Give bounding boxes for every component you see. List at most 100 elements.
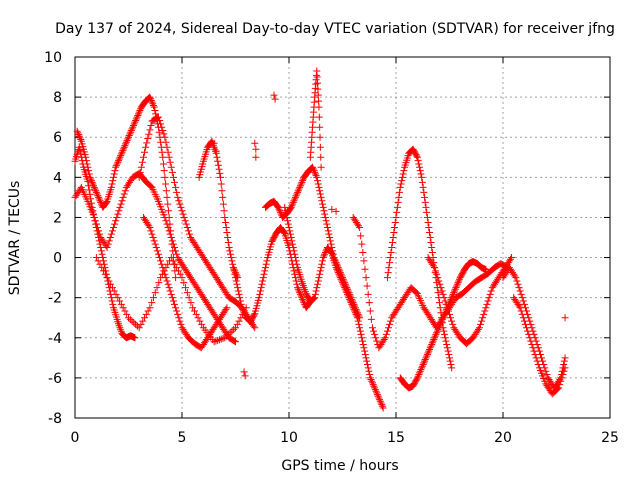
data-point-arc13-13-4 <box>442 337 450 345</box>
data-point-arc4-13-2 <box>235 317 243 325</box>
data-point-arc8-6-3 <box>257 284 265 292</box>
data-point-arc11-4-1 <box>315 113 323 121</box>
data-point-arc3-14-1 <box>134 111 142 119</box>
x-tick-label: 20 <box>494 430 512 446</box>
data-point-arc11-3-2 <box>314 79 322 87</box>
axis-ticks: 0 5 10 15 20 25 -8 -6 -4 -2 0 2 4 6 8 10 <box>44 50 619 446</box>
data-point-arc10-6-4 <box>309 295 317 303</box>
data-point-arc2-6 <box>97 244 105 252</box>
data-point-arc10-14-1 <box>341 285 349 293</box>
data-point-arc3-14-4 <box>136 106 144 114</box>
data-point-arc5-0-2 <box>137 163 145 171</box>
data-point-arc17-7-2 <box>557 377 565 385</box>
data-point-arc10-15-5 <box>348 302 356 310</box>
data-point-arc5-5-5 <box>173 188 181 196</box>
data-point-arc8-2-1 <box>239 305 247 313</box>
data-point-arc10-18-3 <box>360 344 368 352</box>
data-point-arc3-2-1 <box>82 157 90 165</box>
data-point-arc10-17-1 <box>354 317 362 325</box>
data-point-arc16-3-1 <box>519 297 527 305</box>
data-point-arc13-2-5 <box>396 188 404 196</box>
data-point-arc10-10-5 <box>327 249 335 257</box>
data-point-arc11-3 <box>313 67 321 75</box>
data-point-arc6-4-1 <box>166 287 174 295</box>
data-point-arc4-5-2 <box>149 294 157 302</box>
data-point-arc3-12-1 <box>125 132 133 140</box>
data-point-arc9-13 <box>317 193 325 201</box>
data-point-arc14-9-4 <box>438 317 446 325</box>
data-point-arc9-8-1 <box>296 182 304 190</box>
data-point-arc17-1-2 <box>518 310 526 318</box>
data-point-arc13-8-5 <box>421 198 429 206</box>
data-point-arc2-5-4 <box>95 237 103 245</box>
data-point-arc10-14-5 <box>344 292 352 300</box>
data-points <box>71 67 569 412</box>
data-point-arc5-17-5 <box>250 322 258 330</box>
data-point-arc2-6-2 <box>98 250 106 258</box>
data-point-arc12-5 <box>381 334 389 342</box>
data-point-arc8-1-1 <box>234 287 242 295</box>
data-point-arc2-3-4 <box>87 195 95 203</box>
data-point-arc15-3-5 <box>449 320 457 328</box>
data-point-arc3-13-1 <box>129 122 137 130</box>
data-point-arc14-12-4 <box>450 287 458 295</box>
data-point-arc3-17-1 <box>147 95 155 103</box>
data-point-arc4-7-5 <box>176 270 184 278</box>
data-point-arc8-11-5 <box>280 228 288 236</box>
data-point-arc4-5 <box>146 304 154 312</box>
data-point-arc7-4-5 <box>216 169 224 177</box>
data-point-arc7-7-2 <box>227 250 235 258</box>
data-point-arc4-11-2 <box>214 336 222 344</box>
data-point-arc12-3-2 <box>371 330 379 338</box>
data-point-arc10-19-3 <box>364 364 372 372</box>
data-point-arc14-13-5 <box>455 275 463 283</box>
data-point-arc14-10-1 <box>440 312 448 320</box>
data-point-arc17-7 <box>555 384 563 392</box>
data-point-arc10-6-5 <box>310 294 318 302</box>
data-point-arc15-1-4 <box>435 277 443 285</box>
data-point-arc14-6 <box>422 354 430 362</box>
data-point-arc4-1-4 <box>110 287 118 295</box>
data-point-arc10-1-1 <box>286 227 294 235</box>
data-point-arc10-16 <box>349 304 357 312</box>
data-point-arc2-1-1 <box>76 147 84 155</box>
data-point-arc10-20 <box>366 374 374 382</box>
data-point-arc12-0-5 <box>355 222 363 230</box>
data-point-arc5-4-5 <box>166 158 174 166</box>
data-point-arc9-15 <box>326 234 334 241</box>
data-point-arc13-9-4 <box>425 223 433 231</box>
data-point-arc15-9-1 <box>483 300 491 308</box>
data-point-arc10-16-1 <box>350 305 358 313</box>
data-point-arc12-2 <box>362 274 370 282</box>
data-point-arc5-4-1 <box>162 138 170 146</box>
data-point-arc4-9-3 <box>194 314 202 322</box>
data-point-isolated-1 <box>271 95 279 103</box>
y-tick-label: -8 <box>48 411 62 427</box>
data-point-arc9-3-3 <box>276 208 284 216</box>
data-point-arc14-5-5 <box>421 356 429 364</box>
data-point-arc3-21-2 <box>164 207 172 215</box>
data-point-arc9-7-2 <box>293 190 301 198</box>
data-point-arc5-5-4 <box>172 183 180 191</box>
data-point-arc11-4-2 <box>316 123 324 131</box>
data-point-arc6-5-4 <box>176 317 184 325</box>
data-point-arc13-13-3 <box>441 334 449 342</box>
data-point-arc16-10 <box>561 354 569 362</box>
data-point-arc13-0-3 <box>386 259 394 267</box>
data-point-arc4-4 <box>135 324 143 332</box>
data-point-arc7-5 <box>217 173 225 181</box>
x-tick-label: 0 <box>71 430 80 446</box>
data-point-arc13-14 <box>443 344 451 352</box>
data-point-arc10-2-2 <box>291 250 299 258</box>
data-point-arc9-15-2 <box>327 240 335 248</box>
data-point-arc14-7-2 <box>428 340 436 348</box>
data-point-arc10-16-4 <box>352 310 360 318</box>
data-point-arc6-5-1 <box>173 307 181 315</box>
data-point-arc14-8-2 <box>432 330 440 338</box>
data-point-arc2-5-2 <box>94 230 102 238</box>
data-point-arc15-3 <box>443 304 451 312</box>
data-point-arc3-13-3 <box>131 118 139 126</box>
data-point-arc8-7-5 <box>263 257 271 265</box>
data-point-arc9-12-5 <box>316 190 324 198</box>
data-point-arc2-3-5 <box>87 199 95 207</box>
